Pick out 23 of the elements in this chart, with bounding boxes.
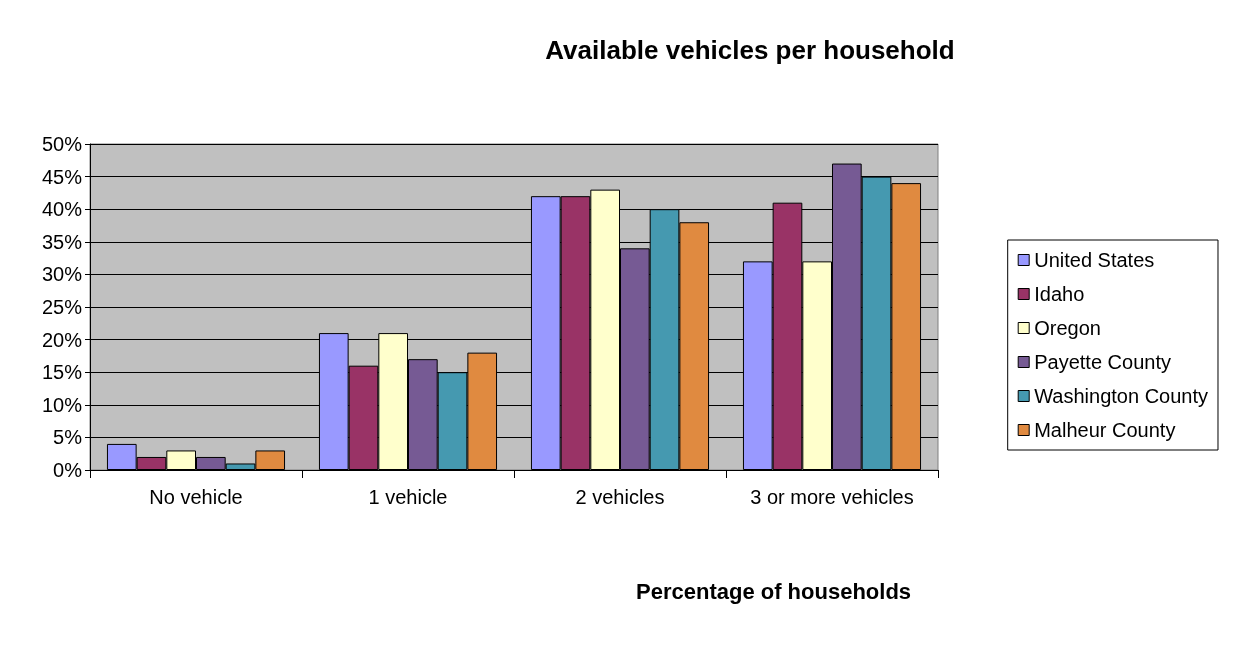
- y-tick-label: 5%: [53, 426, 83, 449]
- legend-label: Idaho: [1034, 283, 1085, 305]
- legend-label: Malheur County: [1034, 419, 1176, 441]
- y-tick-label: 40%: [41, 198, 83, 221]
- y-tick-label: 35%: [41, 230, 83, 253]
- y-tick-label: 45%: [41, 165, 83, 188]
- x-tick-label: No vehicle: [149, 486, 243, 508]
- legend-label: Payette County: [1034, 351, 1171, 373]
- legend-label: Oregon: [1034, 317, 1101, 339]
- x-tick-label: 3 or more vehicles: [750, 486, 914, 508]
- x-tick-label: 2 vehicles: [575, 486, 665, 508]
- y-tick-label: 0%: [53, 459, 83, 481]
- x-tick-label: 1 vehicle: [368, 486, 448, 508]
- y-tick-label: 10%: [41, 393, 83, 416]
- x-axis-title: Percentage of households: [636, 578, 912, 604]
- y-tick-label: 50%: [41, 133, 83, 155]
- chart-title: Available vehicles per household: [545, 35, 955, 65]
- legend-label: United States: [1034, 249, 1155, 271]
- y-tick-label: 20%: [41, 328, 83, 351]
- y-tick-label: 25%: [41, 296, 83, 318]
- legend-label: Washington County: [1034, 385, 1209, 407]
- y-tick-label: 15%: [41, 361, 83, 384]
- y-tick-label: 30%: [41, 263, 83, 286]
